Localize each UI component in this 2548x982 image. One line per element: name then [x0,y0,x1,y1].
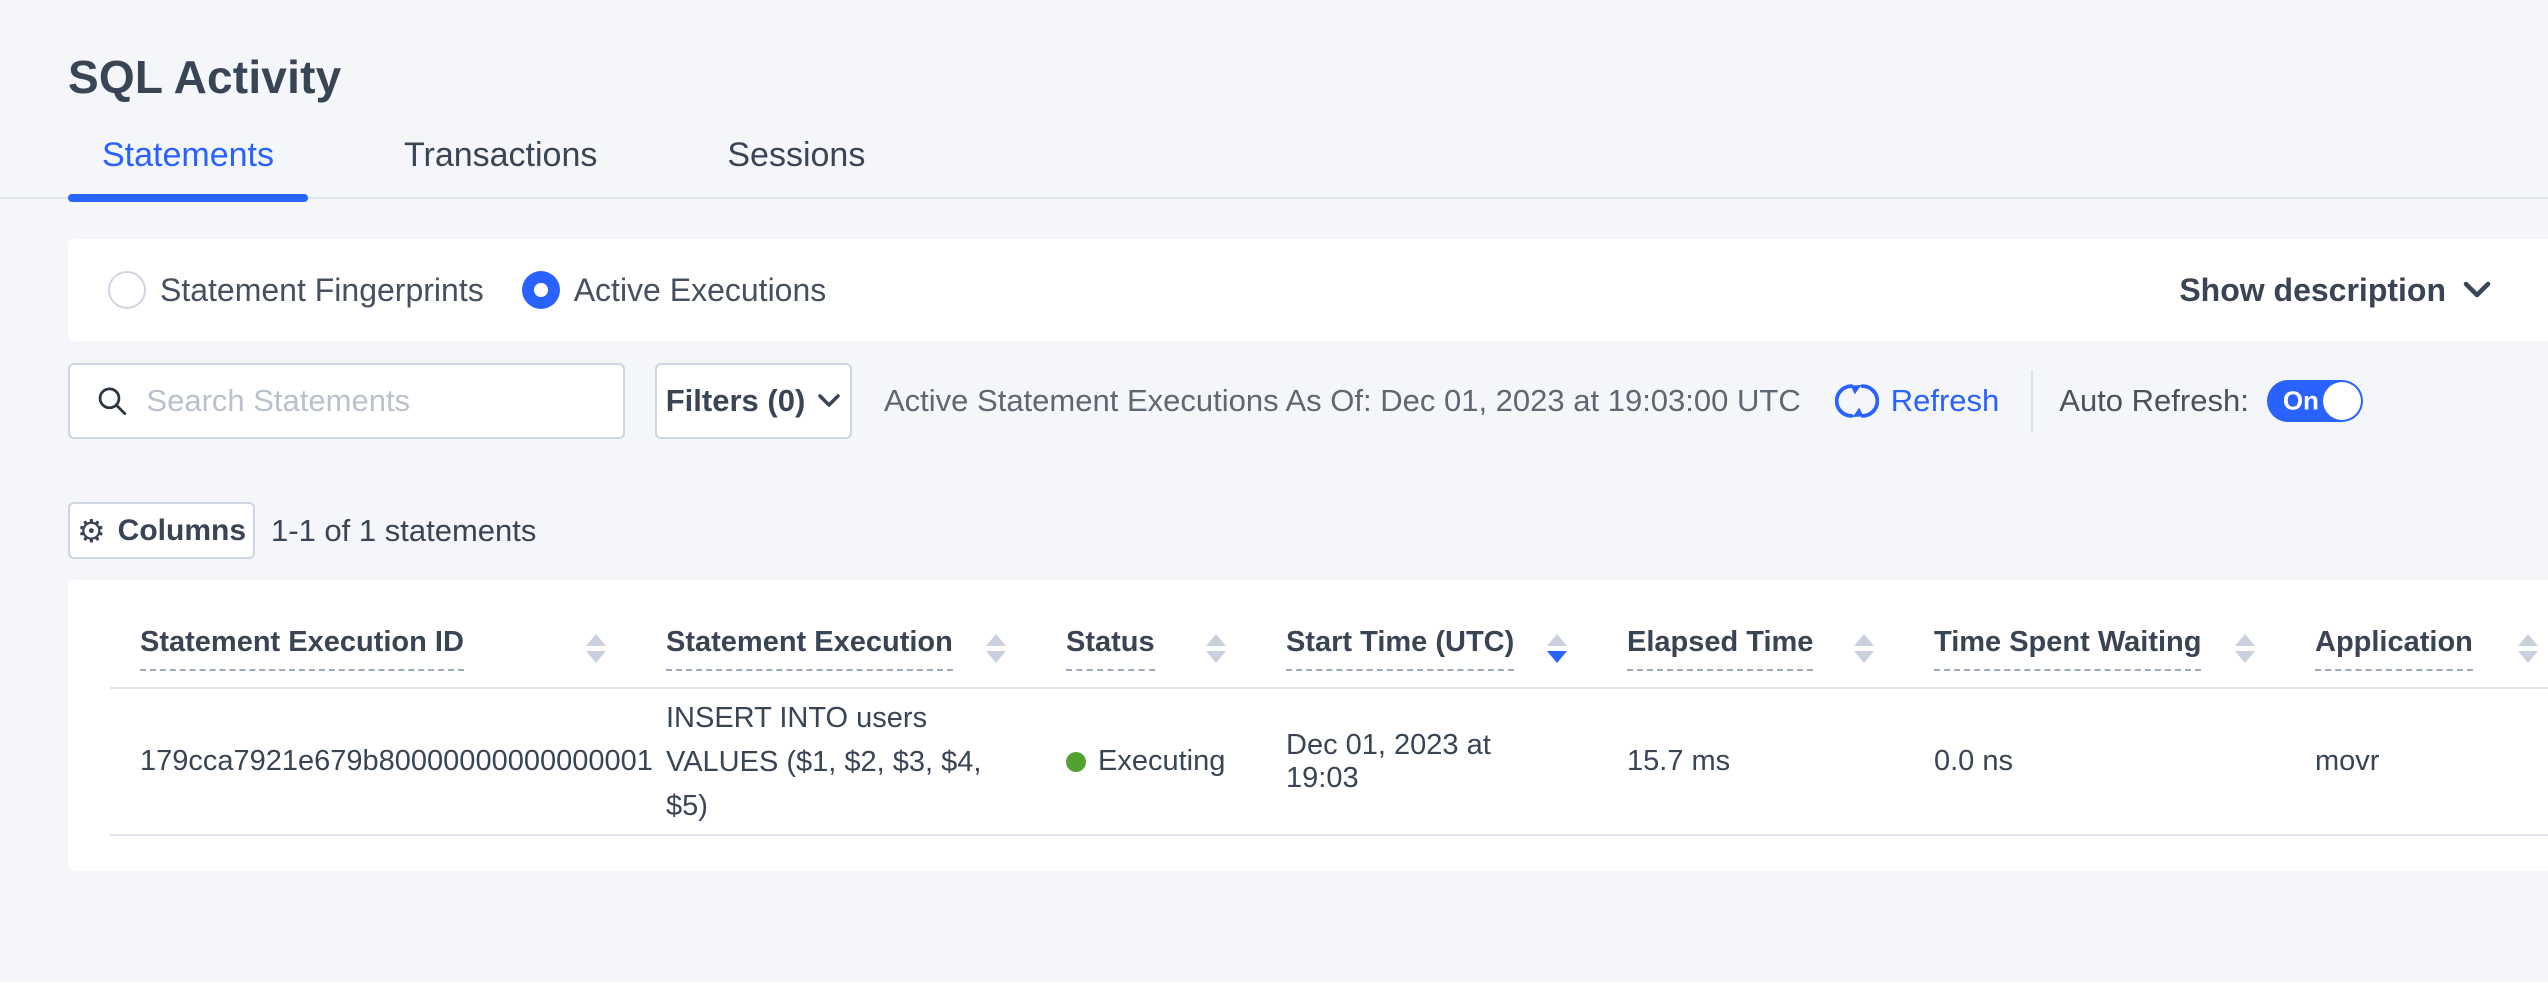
page-title: SQL Activity [68,51,342,103]
sql-activity-page: SQL Activity Statements Transactions Ses… [0,51,2548,871]
cell-elapsed-time: 15.7 ms [1597,688,1904,836]
tab-sessions[interactable]: Sessions [727,136,866,174]
as-of-timestamp: Active Statement Executions As Of: Dec 0… [884,383,1801,418]
column-header-start-time: Start Time (UTC) [1256,580,1597,689]
cell-status: Executing [1036,688,1256,836]
columns-label: Columns [117,513,247,547]
search-input[interactable] [146,383,603,419]
view-mode-card: Statement Fingerprints Active Executions… [68,239,2548,341]
cell-start-time: Dec 01, 2023 at 19:03 [1256,688,1597,836]
sort-toggle[interactable] [1854,634,1874,663]
columns-button[interactable]: ⚙ Columns [68,502,255,559]
cell-application: movr [2285,688,2548,836]
refresh-label: Refresh [1890,383,2000,418]
column-header-statement-execution-id: Statement Execution ID [110,580,636,689]
controls-row: Filters (0) Active Statement Executions … [68,363,2548,439]
show-description-toggle[interactable]: Show description [2179,272,2492,309]
tab-statements[interactable]: Statements [68,136,308,202]
sort-toggle[interactable] [2235,634,2255,663]
column-header-application: Application [2285,580,2548,689]
table-toolbar: ⚙ Columns 1-1 of 1 statements [68,502,2548,559]
column-header-status: Status [1036,580,1256,689]
filters-button[interactable]: Filters (0) [655,363,852,439]
filters-label: Filters (0) [665,383,806,418]
radio-label: Statement Fingerprints [160,271,484,308]
auto-refresh-label: Auto Refresh: [2059,383,2249,418]
auto-refresh-toggle[interactable]: On [2266,380,2363,422]
status-executing-dot-icon [1066,751,1086,772]
table-header-row: Statement Execution ID Statement Executi… [110,580,2548,689]
search-box[interactable] [68,363,625,439]
toggle-knob[interactable] [2322,382,2361,420]
radio-label: Active Executions [573,271,827,308]
results-count: 1-1 of 1 statements [271,512,537,548]
sort-toggle[interactable] [586,634,606,663]
status-label: Executing [1098,745,1226,777]
refresh-icon [1834,384,1879,418]
toggle-state-label: On [2282,385,2319,416]
chevron-down-icon [2463,281,2491,298]
search-icon [98,387,127,415]
sort-toggle[interactable] [1547,634,1567,663]
column-header-elapsed-time: Elapsed Time [1597,580,1904,689]
gear-icon: ⚙ [76,511,106,550]
show-description-label: Show description [2179,271,2446,308]
cell-execution-id: 179cca7921e679b80000000000000001 [110,688,653,836]
tab-transactions[interactable]: Transactions [403,136,598,174]
chevron-down-icon [818,394,841,407]
statements-table: Statement Execution ID Statement Executi… [110,580,2548,836]
statements-table-card: Statement Execution ID Statement Executi… [68,580,2548,871]
tab-bar: Statements Transactions Sessions [0,136,2548,202]
sort-toggle[interactable] [2518,634,2538,663]
radio-statement-fingerprints[interactable]: Statement Fingerprints [108,271,484,309]
sort-toggle[interactable] [1206,634,1226,663]
refresh-button[interactable]: Refresh [1834,379,2000,423]
column-header-statement-execution: Statement Execution [636,580,1036,689]
cell-time-spent-waiting: 0.0 ns [1904,688,2285,836]
radio-active-executions[interactable]: Active Executions [521,271,827,309]
radio-icon[interactable] [108,271,146,309]
table-row: 179cca7921e679b80000000000000001 INSERT … [110,688,2548,836]
radio-icon-selected[interactable] [521,271,560,309]
column-header-time-spent-waiting: Time Spent Waiting [1904,580,2285,689]
cell-statement-execution[interactable]: INSERT INTO users VALUES ($1, $2, $3, $4… [636,688,1036,836]
vertical-divider [2031,370,2034,432]
sort-toggle[interactable] [986,634,1006,663]
